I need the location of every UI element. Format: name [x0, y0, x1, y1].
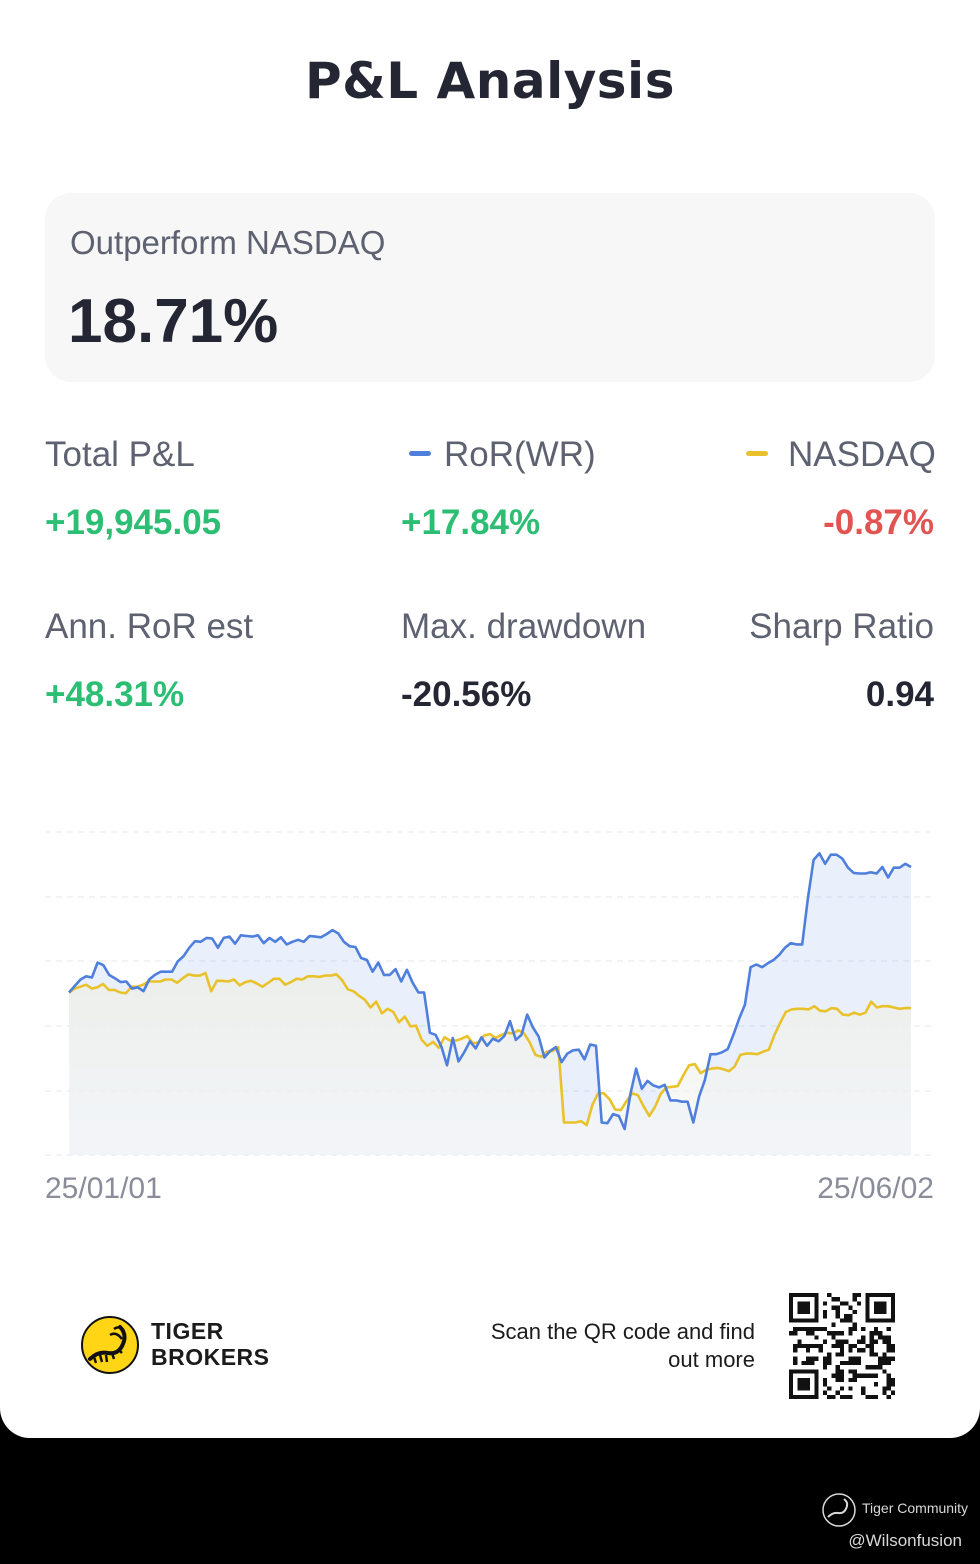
pl-line-chart	[45, 831, 935, 1156]
outperform-value: 18.71%	[68, 287, 279, 356]
total-pl-label: Total P&L	[45, 435, 195, 474]
ror-legend-marker	[409, 451, 431, 456]
ann-ror-value: +48.31%	[45, 675, 185, 714]
sharp-ratio-label: Sharp Ratio	[749, 607, 934, 646]
sharp-ratio-value: 0.94	[865, 675, 934, 714]
series-line-ror-wr	[68, 852, 912, 1131]
scan-qr-text: Scan the QR code and find out more	[490, 1319, 755, 1372]
watermark-community: Tiger Community	[862, 1500, 969, 1516]
brand-name-line1: TIGER	[151, 1318, 224, 1344]
page-title: P&L Analysis	[305, 52, 675, 110]
series-area-nasdaq	[69, 973, 911, 1155]
max-drawdown-value: -20.56%	[401, 675, 532, 714]
ror-wr-value: +17.84%	[401, 503, 541, 542]
outperform-panel	[45, 193, 935, 382]
ann-ror-label: Ann. RoR est	[45, 607, 254, 646]
x-axis-start-label: 25/01/01	[45, 1172, 162, 1205]
nasdaq-value: -0.87%	[823, 503, 934, 542]
total-pl-value: +19,945.05	[45, 503, 222, 542]
nasdaq-legend-marker	[746, 451, 768, 456]
x-axis-end-label: 25/06/02	[817, 1172, 934, 1205]
outperform-label: Outperform NASDAQ	[70, 224, 386, 261]
max-drawdown-label: Max. drawdown	[401, 607, 647, 646]
tiger-brokers-logo-icon	[81, 1316, 139, 1374]
tiger-community-logo-icon	[822, 1493, 856, 1527]
qr-code-icon[interactable]	[789, 1293, 895, 1399]
ror-wr-label: RoR(WR)	[444, 435, 596, 474]
nasdaq-label: NASDAQ	[788, 435, 936, 474]
brand-name-line2: BROKERS	[151, 1344, 270, 1370]
watermark-username: @Wilsonfusion	[848, 1531, 962, 1550]
series-line-nasdaq	[68, 971, 911, 1127]
